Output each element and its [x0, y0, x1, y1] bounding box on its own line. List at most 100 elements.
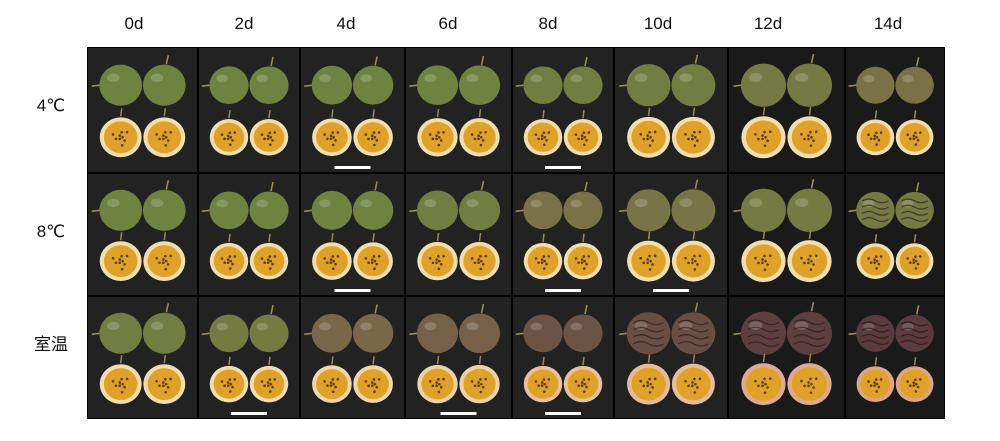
photo-cell-室温-12d	[729, 297, 844, 418]
cut-fruit-half	[627, 354, 671, 405]
cut-fruit-half	[671, 231, 715, 282]
temperature-label-1: 8℃	[36, 222, 66, 241]
fruit-photo	[733, 53, 833, 159]
cut-fruit-half	[856, 234, 895, 280]
cut-fruit-half	[249, 109, 289, 156]
photo-cell-8℃-14d	[846, 174, 944, 295]
whole-fruit	[515, 191, 563, 230]
photo-cell-8℃-12d	[729, 174, 844, 295]
cut-fruit-half	[741, 353, 786, 406]
whole-fruit	[142, 55, 186, 106]
photo-cell-4℃-8d	[513, 48, 613, 172]
whole-fruit	[201, 314, 249, 353]
whole-fruit	[848, 314, 895, 352]
fruit-photo	[848, 182, 934, 280]
whole-fruit	[91, 312, 143, 354]
cut-fruit-half	[312, 233, 352, 280]
scale-bar	[653, 289, 689, 292]
whole-fruit	[458, 55, 501, 105]
day-label-0d: 0d	[124, 14, 144, 33]
fruit-photo	[618, 54, 716, 158]
fruit-photo	[91, 303, 186, 405]
fruit-photo	[201, 304, 289, 415]
fruit-photo	[848, 305, 934, 403]
cut-fruit-half	[312, 356, 352, 403]
photo-cell-室温-8d	[513, 297, 613, 418]
whole-fruit	[733, 188, 787, 232]
fruit-photo	[201, 181, 289, 280]
temperature-label-2: 室温	[34, 335, 68, 354]
cut-fruit-half	[523, 109, 563, 156]
cut-fruit-half	[787, 353, 832, 406]
fruit-photo	[303, 304, 394, 403]
cut-fruit-half	[143, 108, 186, 158]
whole-fruit	[352, 56, 394, 105]
cut-fruit-half	[741, 230, 786, 283]
cut-fruit-half	[459, 108, 500, 157]
whole-fruit	[409, 190, 459, 231]
cut-fruit-half	[249, 233, 289, 280]
cut-fruit-half	[459, 355, 500, 404]
cut-fruit-half	[627, 231, 671, 282]
scale-bar	[334, 289, 371, 292]
whole-fruit	[733, 63, 787, 107]
cut-fruit-half	[627, 107, 671, 158]
photo-cell-4℃-0d	[88, 48, 197, 172]
cut-fruit-half	[417, 355, 458, 404]
fruit-photo	[409, 55, 501, 157]
photo-cell-4℃-12d	[729, 48, 844, 172]
whole-fruit	[895, 182, 934, 229]
day-label-10d: 10d	[643, 14, 673, 33]
photo-cell-室温-0d	[88, 297, 197, 418]
cut-fruit-half	[895, 234, 934, 280]
whole-fruit	[409, 65, 459, 105]
whole-fruit	[303, 65, 353, 105]
cut-fruit-half	[895, 357, 934, 403]
photo-cell-4℃-6d	[406, 48, 511, 172]
whole-fruit	[458, 180, 501, 231]
whole-fruit	[786, 302, 833, 355]
cut-fruit-half	[563, 109, 603, 156]
photo-cell-室温-10d	[615, 297, 727, 418]
whole-fruit	[249, 304, 289, 353]
whole-fruit	[142, 303, 186, 354]
whole-fruit	[895, 305, 934, 352]
cut-fruit-half	[787, 230, 832, 283]
scale-bar	[231, 412, 267, 415]
cut-fruit-half	[459, 232, 500, 281]
whole-fruit	[895, 57, 934, 104]
day-label-14d: 14d	[873, 14, 903, 33]
cut-fruit-half	[563, 356, 603, 403]
day-label-2d: 2d	[234, 14, 254, 33]
whole-fruit	[458, 303, 501, 354]
photo-cell-8℃-10d	[615, 174, 727, 295]
fruit-photo	[515, 304, 603, 415]
fruit-photo	[848, 57, 934, 156]
scale-bar	[440, 412, 477, 415]
cut-fruit-half	[417, 232, 458, 281]
whole-fruit	[563, 56, 603, 105]
cut-fruit-half	[671, 354, 715, 405]
whole-fruit	[142, 180, 186, 231]
photo-cell-4℃-4d	[301, 48, 404, 172]
temperature-label-0: 4℃	[36, 96, 66, 115]
fruit-photo	[733, 302, 833, 406]
cut-fruit-half	[249, 356, 289, 403]
fruit-photo	[409, 303, 501, 415]
cut-fruit-half	[787, 107, 832, 159]
whole-fruit	[249, 181, 289, 230]
cut-fruit-half	[856, 110, 895, 156]
cut-fruit-half	[523, 356, 563, 403]
cut-fruit-half	[856, 357, 895, 403]
fruit-photo	[303, 56, 394, 169]
cut-fruit-half	[143, 355, 186, 405]
whole-fruit	[618, 64, 671, 107]
scale-bar	[545, 412, 581, 415]
whole-fruit	[671, 54, 716, 107]
whole-fruit	[618, 312, 671, 355]
fruit-photo	[91, 55, 186, 158]
cut-fruit-half	[417, 108, 458, 157]
fruit-photo	[303, 181, 394, 292]
whole-fruit	[91, 64, 143, 106]
whole-fruit	[515, 314, 563, 353]
